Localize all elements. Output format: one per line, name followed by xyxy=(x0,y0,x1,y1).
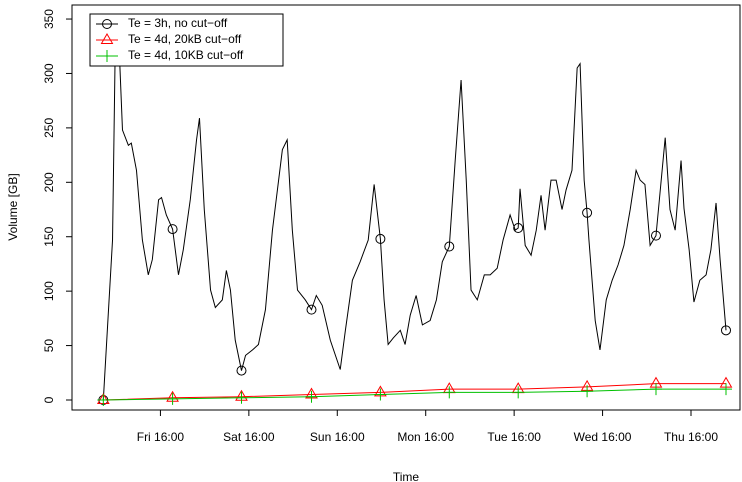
y-tick-label: 350 xyxy=(42,9,56,29)
marker xyxy=(306,304,317,315)
y-tick-label: 250 xyxy=(42,118,56,138)
x-tick-label: Fri 16:00 xyxy=(137,430,185,444)
x-tick-label: Sun 16:00 xyxy=(310,430,365,444)
legend-label: Te = 4d, 20kB cut−off xyxy=(128,32,242,46)
y-tick-label: 50 xyxy=(42,339,56,353)
marker xyxy=(513,223,524,234)
x-tick-label: Thu 16:00 xyxy=(664,430,718,444)
marker xyxy=(650,230,661,241)
marker xyxy=(649,383,662,396)
plot-box xyxy=(71,4,741,411)
marker xyxy=(235,391,248,404)
marker xyxy=(374,388,387,401)
x-tick-label: Tue 16:00 xyxy=(487,430,541,444)
legend-marker xyxy=(101,50,113,62)
marker xyxy=(512,386,525,399)
marker xyxy=(97,393,110,406)
x-tick-label: Mon 16:00 xyxy=(397,430,454,444)
marker xyxy=(444,241,455,252)
legend-label: Te = 3h, no cut−off xyxy=(128,16,228,30)
y-tick-label: 100 xyxy=(42,281,56,301)
legend-marker xyxy=(100,33,114,44)
marker xyxy=(375,233,386,244)
marker xyxy=(581,385,594,398)
marker xyxy=(167,224,178,235)
marker xyxy=(236,365,247,376)
y-tick-label: 150 xyxy=(42,226,56,246)
legend-marker xyxy=(102,19,112,29)
y-tick-label: 0 xyxy=(42,396,56,403)
marker xyxy=(720,325,731,336)
marker xyxy=(443,386,456,399)
marker xyxy=(305,390,318,403)
series-line xyxy=(103,383,726,401)
series-line xyxy=(102,29,727,401)
marker xyxy=(719,383,732,396)
legend-box xyxy=(89,13,284,67)
marker xyxy=(166,392,179,405)
y-tick-label: 300 xyxy=(42,63,56,83)
x-tick-label: Sat 16:00 xyxy=(223,430,275,444)
y-axis-label: Volume [GB] xyxy=(6,173,20,240)
marker xyxy=(582,207,593,218)
x-axis-label: Time xyxy=(393,470,420,482)
series-line xyxy=(103,388,726,401)
legend-label: Te = 4d, 10KB cut−off xyxy=(128,48,244,62)
x-tick-label: Wed 16:00 xyxy=(574,430,632,444)
y-tick-label: 200 xyxy=(42,172,56,192)
